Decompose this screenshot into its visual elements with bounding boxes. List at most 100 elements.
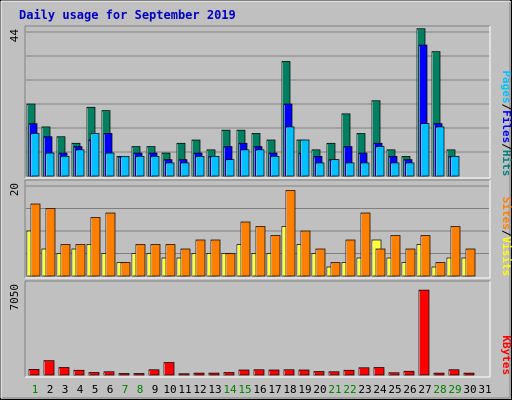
- bar-sites: [225, 253, 236, 277]
- bar-pages: [45, 152, 55, 177]
- bar-pages: [90, 133, 100, 177]
- bar-kbytes: [433, 372, 445, 376]
- day-label: 19: [298, 383, 311, 396]
- bar-pages: [345, 162, 355, 177]
- bar-kbytes: [343, 369, 355, 376]
- bar-sites: [345, 239, 356, 277]
- bar-kbytes: [328, 371, 340, 376]
- bar-kbytes: [418, 289, 430, 376]
- bar-kbytes: [298, 369, 310, 376]
- day-label: 22: [343, 383, 356, 396]
- bar-sites: [270, 235, 281, 277]
- bar-pages: [330, 159, 340, 177]
- day-label: 23: [358, 383, 371, 396]
- bar-sites: [405, 248, 416, 277]
- bar-sites: [450, 226, 461, 277]
- legend-sites: Sites: [500, 197, 512, 230]
- panel-max-label: 7050: [8, 284, 21, 311]
- bar-kbytes: [208, 372, 220, 376]
- bar-kbytes: [58, 367, 70, 376]
- bar-sites: [30, 203, 41, 277]
- bar-pages: [75, 149, 85, 177]
- bar-sites: [45, 208, 56, 277]
- bar-pages: [450, 156, 460, 177]
- bar-sites: [75, 244, 86, 277]
- day-label: 10: [163, 383, 176, 396]
- bar-pages: [30, 133, 40, 177]
- bar-kbytes: [103, 371, 115, 376]
- day-label: 25: [388, 383, 401, 396]
- bar-kbytes: [43, 360, 55, 376]
- day-label: 14: [223, 383, 237, 396]
- bar-kbytes: [88, 372, 100, 376]
- bar-pages: [315, 162, 325, 177]
- bar-kbytes: [163, 362, 175, 376]
- bar-pages: [195, 156, 205, 177]
- bar-sites: [360, 212, 371, 277]
- bar-sites: [465, 248, 476, 277]
- bar-sites: [135, 244, 146, 277]
- chart-title: Daily usage for September 2019: [19, 8, 236, 22]
- bar-pages: [135, 156, 145, 177]
- bar-pages: [120, 156, 130, 177]
- day-label: 24: [373, 383, 387, 396]
- bar-pages: [225, 159, 235, 177]
- bar-pages: [255, 149, 265, 177]
- day-label: 4: [77, 383, 84, 396]
- day-label: 15: [238, 383, 251, 396]
- bar-sites: [240, 221, 251, 277]
- bar-pages: [420, 123, 430, 177]
- bar-sites: [165, 244, 176, 277]
- bar-sites: [105, 212, 116, 277]
- day-label: 12: [193, 383, 206, 396]
- bar-pages: [240, 149, 250, 177]
- bar-pages: [180, 162, 190, 177]
- bar-kbytes: [448, 369, 460, 376]
- bar-pages: [60, 156, 70, 177]
- bar-sites: [390, 235, 401, 277]
- day-label: 11: [178, 383, 191, 396]
- bar-kbytes: [223, 372, 235, 376]
- bar-sites: [255, 226, 266, 277]
- bar-kbytes: [238, 369, 250, 376]
- bar-kbytes: [313, 371, 325, 376]
- panel-max-label: 20: [8, 183, 21, 196]
- bar-pages: [165, 162, 175, 177]
- day-label: 13: [208, 383, 221, 396]
- bar-sites: [60, 244, 71, 277]
- bar-kbytes: [463, 372, 475, 376]
- day-label: 29: [448, 383, 461, 396]
- day-label: 31: [478, 383, 491, 396]
- bar-kbytes: [403, 370, 415, 376]
- legend-hits: Hits: [500, 150, 512, 177]
- bar-kbytes: [373, 367, 385, 376]
- panel-top: 44 Pages/Files/Hits: [8, 25, 512, 179]
- day-label: 6: [107, 383, 114, 396]
- day-label: 17: [268, 383, 281, 396]
- bar-sites: [315, 248, 326, 277]
- day-label: 9: [152, 383, 159, 396]
- bar-kbytes: [253, 369, 265, 376]
- bar-kbytes: [28, 369, 40, 376]
- bar-sites: [180, 248, 191, 277]
- panel-legend: Sites/Visits: [500, 197, 512, 276]
- bar-pages: [300, 139, 310, 177]
- bar-sites: [120, 262, 131, 277]
- bar-pages: [360, 162, 370, 177]
- bar-pages: [270, 156, 280, 177]
- day-label: 1: [32, 383, 39, 396]
- bar-sites: [195, 239, 206, 277]
- panel-legend: Pages/Files/Hits: [500, 70, 512, 176]
- day-label: 27: [418, 383, 431, 396]
- bar-kbytes: [118, 373, 130, 376]
- bar-pages: [285, 126, 295, 177]
- day-label: 20: [313, 383, 326, 396]
- legend-files: Files: [500, 110, 512, 143]
- panel-max-label: 44: [8, 29, 21, 43]
- bar-pages: [405, 162, 415, 177]
- bar-kbytes: [178, 373, 190, 376]
- day-label: 28: [433, 383, 446, 396]
- day-label: 2: [47, 383, 54, 396]
- day-label: 5: [92, 383, 99, 396]
- day-label: 30: [463, 383, 476, 396]
